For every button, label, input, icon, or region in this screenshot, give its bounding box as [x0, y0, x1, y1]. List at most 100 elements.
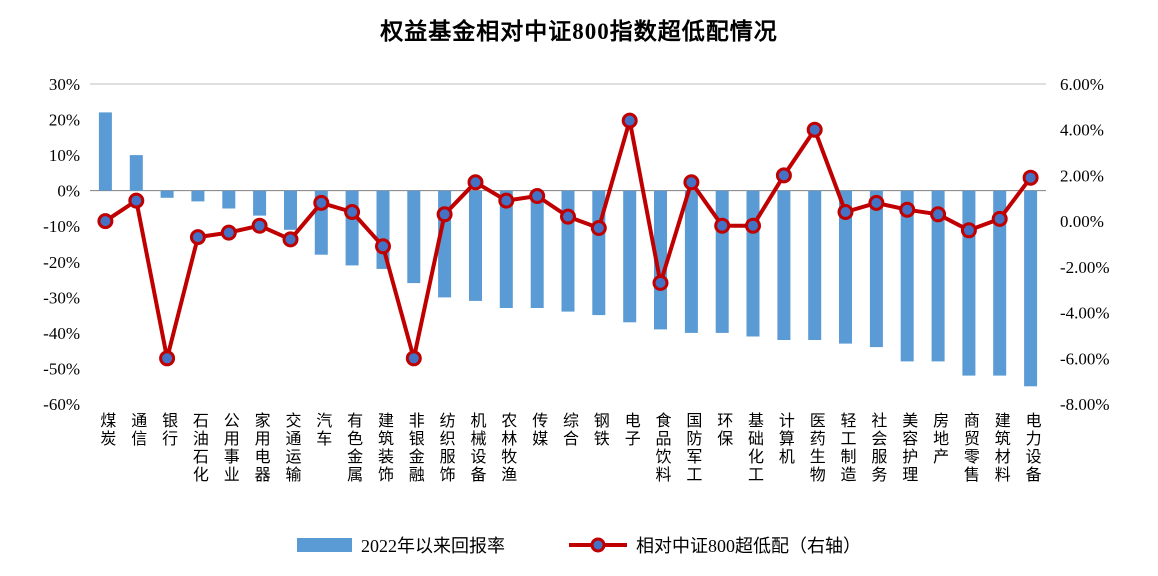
line-marker — [436, 206, 453, 223]
line-marker — [467, 174, 484, 191]
bar — [284, 190, 297, 230]
category-label: 电力设备 — [1022, 412, 1040, 484]
line-marker — [621, 112, 638, 129]
bar — [469, 190, 482, 301]
line-marker — [529, 188, 546, 204]
line-marker — [1022, 169, 1039, 186]
legend-item-line-series: 相对中证800超低配（右轴） — [569, 532, 861, 558]
bar — [160, 190, 174, 198]
bar — [499, 190, 513, 308]
line-marker — [590, 220, 607, 236]
category-label: 建筑装饰 — [375, 412, 392, 484]
line-marker — [344, 204, 361, 220]
bar — [777, 190, 791, 340]
line-marker — [775, 167, 792, 184]
line-marker — [251, 217, 268, 234]
category-label: 公用事业 — [220, 412, 238, 484]
legend-label-line-series: 相对中证800超低配（右轴） — [636, 536, 861, 556]
line-marker — [189, 229, 206, 246]
category-label: 社会服务 — [868, 412, 886, 484]
right-axis-tick-label: -8.00% — [1060, 395, 1110, 414]
line-marker — [405, 350, 422, 367]
chart-title: 权益基金相对中证800指数超低配情况 — [380, 19, 778, 44]
legend-item-bar-series: 2022年以来回报率 — [297, 532, 505, 558]
line-series-swatch-icon — [569, 537, 627, 553]
line-marker — [806, 121, 823, 138]
category-label: 综合 — [560, 412, 577, 448]
category-label: 纺织服饰 — [436, 412, 454, 484]
category-label: 非银金融 — [405, 412, 423, 484]
left-axis-tick-label: -40% — [43, 324, 80, 343]
left-axis-tick-label: 10% — [49, 146, 80, 165]
left-axis-tick-label: 30% — [49, 75, 80, 94]
bar — [530, 190, 544, 308]
bar — [993, 190, 1007, 376]
category-label: 房地产 — [930, 412, 948, 466]
category-label: 机械设备 — [467, 412, 485, 484]
category-label: 银行 — [159, 412, 177, 448]
line-marker — [97, 213, 114, 230]
bar — [222, 190, 236, 209]
category-label: 电子 — [621, 412, 639, 448]
line-marker — [960, 222, 977, 239]
bar — [962, 190, 976, 376]
line-marker — [714, 217, 731, 234]
category-label: 基础化工 — [745, 412, 762, 484]
category-label: 环保 — [714, 412, 732, 448]
bar — [931, 190, 945, 362]
line-marker — [899, 201, 916, 218]
line-marker — [683, 174, 700, 191]
bar — [345, 190, 359, 266]
category-label: 交通运输 — [282, 412, 300, 484]
left-axis-tick-label: -50% — [43, 359, 80, 378]
category-label: 商贸零售 — [960, 412, 978, 484]
category-label: 汽车 — [313, 412, 331, 448]
right-axis-tick-label: 6.00% — [1060, 75, 1104, 94]
bar — [900, 190, 914, 362]
line-marker — [991, 210, 1008, 227]
category-label: 通信 — [128, 412, 146, 448]
legend-label-bar-series: 2022年以来回报率 — [361, 536, 505, 556]
left-axis-tick-label: -10% — [43, 217, 80, 236]
line-marker — [745, 217, 761, 234]
bar — [253, 190, 267, 216]
right-axis-tick-label: -4.00% — [1060, 304, 1110, 323]
right-axis-tick-label: 4.00% — [1060, 121, 1104, 140]
bar — [715, 190, 729, 333]
bar — [623, 190, 637, 323]
line-marker — [868, 194, 885, 211]
right-axis-tick-label: -2.00% — [1060, 258, 1110, 277]
category-label: 建筑材料 — [991, 412, 1009, 484]
line-marker — [128, 192, 145, 209]
category-label: 食品饮料 — [652, 412, 670, 484]
bar — [654, 190, 667, 330]
legend: 2022年以来回报率 相对中证800超低配（右轴） — [0, 532, 1158, 558]
bar — [191, 190, 205, 202]
left-axis-tick-label: 20% — [49, 111, 80, 130]
line-marker — [560, 208, 576, 225]
category-label: 石油石化 — [189, 412, 207, 484]
right-axis-tick-label: -6.00% — [1060, 349, 1110, 368]
right-axis-tick-label: 0.00% — [1060, 212, 1104, 231]
left-axis-tick-label: -20% — [43, 253, 80, 272]
line-marker — [159, 350, 176, 367]
bar-series-swatch-icon — [297, 538, 352, 552]
bar — [684, 190, 698, 333]
line-marker — [220, 224, 237, 241]
bar — [1024, 190, 1038, 387]
bar — [839, 190, 852, 344]
bar — [808, 190, 822, 340]
category-label: 传媒 — [529, 412, 547, 448]
line-marker — [498, 192, 515, 209]
line-marker — [652, 274, 669, 291]
line-marker — [375, 238, 391, 255]
line-marker — [930, 206, 947, 223]
line-marker-icon — [590, 537, 606, 553]
right-axis-tick-label: 2.00% — [1060, 166, 1104, 185]
category-label: 国防军工 — [683, 412, 701, 484]
category-label: 钢铁 — [590, 412, 608, 448]
category-label: 计算机 — [775, 412, 793, 466]
category-label: 农林牧渔 — [498, 412, 516, 484]
category-label: 有色金属 — [344, 412, 362, 484]
